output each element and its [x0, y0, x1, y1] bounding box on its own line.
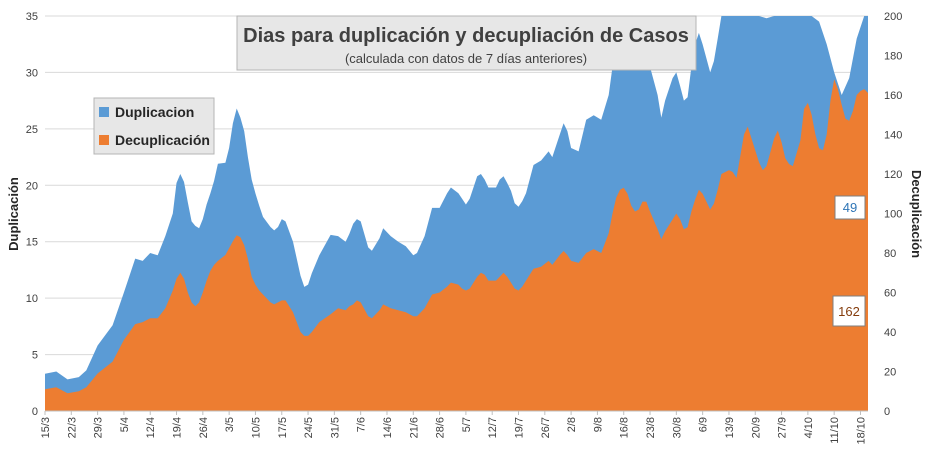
x-tick-label-7: 3/5 [224, 417, 236, 432]
y-right-tick-1: 20 [884, 367, 896, 379]
legend-swatch-duplicacion [99, 107, 109, 117]
callout-duplicacion-value: 49 [843, 200, 857, 215]
y-left-tick-0: 0 [32, 406, 38, 418]
x-tick-label-12: 7/6 [356, 417, 368, 432]
callout-decuplicacion: 162 [832, 295, 866, 327]
x-tick-label-9: 17/5 [277, 417, 289, 438]
x-tick-label-4: 12/4 [145, 417, 157, 438]
x-tick-label-8: 10/5 [250, 417, 262, 438]
y-left-tick-3: 15 [26, 237, 38, 249]
x-tick-label-29: 4/10 [803, 417, 815, 438]
callout-decuplicacion-value: 162 [838, 304, 860, 319]
x-tick-label-13: 14/6 [382, 417, 394, 438]
x-tick-label-11: 31/5 [329, 417, 341, 438]
x-tick-label-2: 29/3 [93, 417, 105, 438]
x-tick-label-23: 23/8 [645, 417, 657, 438]
y-right-tick-9: 180 [884, 51, 902, 63]
y-right-tick-10: 200 [884, 11, 902, 23]
plot-areas [45, 16, 868, 411]
legend-swatch-decuplicacion [99, 135, 109, 145]
x-tick-label-15: 28/6 [435, 417, 447, 438]
x-tick-label-26: 13/9 [724, 417, 736, 438]
x-tick-label-6: 26/4 [198, 417, 210, 438]
y-axis-right-ticks: 0 20 40 60 80 100 120 140 160 180 200 [884, 11, 902, 418]
y-right-tick-5: 100 [884, 209, 902, 221]
x-tick-label-31: 18/10 [856, 417, 868, 445]
x-tick-label-5: 19/4 [172, 417, 184, 438]
callout-duplicacion: 49 [834, 195, 866, 220]
x-tick-label-16: 5/7 [461, 417, 473, 432]
x-tick-label-19: 26/7 [540, 417, 552, 438]
y-left-tick-5: 25 [26, 124, 38, 136]
chart-title: Dias para duplicación y decupliación de … [243, 25, 689, 47]
y-axis-left-title: Duplicación [6, 177, 21, 251]
y-axis-right-title: Decuplicación [909, 170, 924, 258]
legend: Duplicacion Decuplicación [93, 97, 215, 155]
y-left-tick-2: 10 [26, 293, 38, 305]
y-right-tick-0: 0 [884, 406, 890, 418]
x-tick-label-1: 22/3 [66, 417, 78, 438]
area-decuplicacion [45, 79, 868, 411]
x-tick-label-3: 5/4 [119, 417, 131, 432]
x-tick-label-28: 27/9 [777, 417, 789, 438]
y-right-tick-3: 60 [884, 288, 896, 300]
y-left-tick-6: 30 [26, 67, 38, 79]
x-tick-label-21: 9/8 [592, 417, 604, 432]
y-right-tick-6: 120 [884, 169, 902, 181]
y-right-tick-8: 160 [884, 90, 902, 102]
x-tick-label-10: 24/5 [303, 417, 315, 438]
x-tick-label-25: 6/9 [698, 417, 710, 432]
x-tick-label-27: 20/9 [750, 417, 762, 438]
x-tick-label-30: 11/10 [829, 417, 841, 444]
y-right-tick-4: 80 [884, 248, 896, 260]
x-axis-ticks: 15/3 22/3 29/3 5/4 12/4 19/4 26/4 3/5 10/5 17/5 24… [40, 411, 868, 445]
x-tick-label-22: 16/8 [619, 417, 631, 438]
x-tick-label-0: 15/3 [40, 417, 52, 438]
legend-label-decuplicacion: Decuplicación [115, 132, 210, 148]
x-tick-label-18: 19/7 [514, 417, 526, 438]
y-axis-left-ticks: 0 5 10 15 20 25 30 35 [26, 11, 38, 418]
y-right-tick-7: 140 [884, 130, 902, 142]
x-tick-label-20: 2/8 [566, 417, 578, 432]
x-tick-label-24: 30/8 [671, 417, 683, 438]
y-right-tick-2: 40 [884, 327, 896, 339]
x-tick-label-17: 12/7 [487, 417, 499, 438]
x-tick-label-14: 21/6 [408, 417, 420, 438]
chart-subtitle: (calculada con datos de 7 días anteriore… [345, 51, 587, 66]
chart-title-box: Dias para duplicación y decupliación de … [236, 15, 697, 71]
y-left-tick-7: 35 [26, 11, 38, 23]
y-left-tick-1: 5 [32, 350, 38, 362]
legend-label-duplicacion: Duplicacion [115, 104, 194, 120]
y-left-tick-4: 20 [26, 180, 38, 192]
